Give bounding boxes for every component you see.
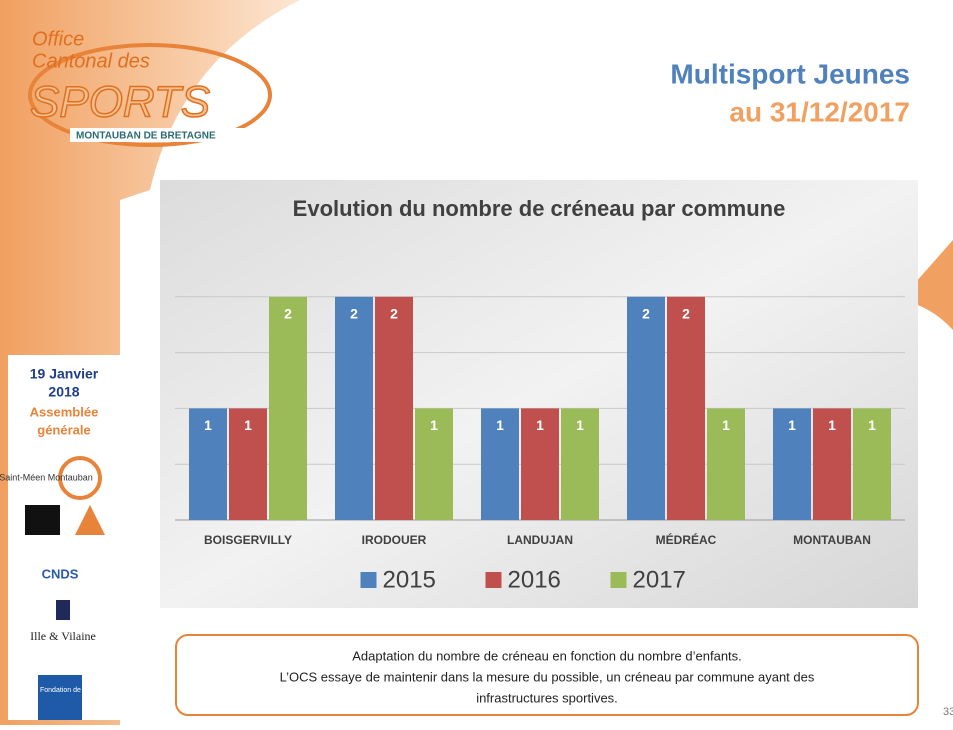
logo-bretagne — [25, 505, 60, 535]
legend-swatch — [360, 572, 377, 588]
bar — [415, 408, 453, 520]
note-line: infrastructures sportives. — [476, 690, 618, 705]
data-label: 1 — [430, 417, 438, 433]
x-tick-label: LANDUJAN — [507, 533, 573, 547]
bar — [813, 408, 851, 520]
data-label: 2 — [284, 306, 292, 322]
logo-fondation — [38, 675, 82, 720]
x-tick-label: MONTAUBAN — [793, 533, 871, 547]
corner-swoosh — [900, 240, 953, 330]
sidebar-logo: Fondation de France — [40, 687, 105, 694]
bar — [773, 408, 811, 520]
logo-text: MONTAUBAN DE BRETAGNE — [76, 131, 216, 142]
data-label: 1 — [204, 417, 212, 433]
bar — [561, 408, 599, 520]
note-line: L’OCS essaye de maintenir dans la mesure… — [280, 669, 815, 684]
bar — [269, 296, 307, 520]
slide-subtitle: au 31/12/2017 — [729, 96, 910, 127]
logo-circle — [58, 456, 102, 500]
logo-text: SPORTS — [30, 78, 210, 127]
legend-label: 2016 — [508, 566, 561, 593]
bar — [189, 408, 227, 520]
data-label: 1 — [868, 417, 876, 433]
data-label: 1 — [244, 417, 252, 433]
page-number: 33 — [943, 706, 953, 718]
bar — [375, 296, 413, 520]
data-label: 1 — [788, 417, 796, 433]
legend-label: 2015 — [383, 566, 436, 593]
bar — [229, 408, 267, 520]
x-tick-label: BOISGERVILLY — [204, 533, 292, 547]
bar — [667, 296, 705, 520]
logo-mark — [56, 600, 70, 620]
sidebar-logo: Ille & Vilaine — [30, 629, 96, 643]
data-label: 2 — [390, 306, 398, 322]
sidebar-logo: CNDS — [42, 566, 79, 581]
logo-strip — [70, 128, 260, 142]
data-label: 2 — [350, 306, 358, 322]
sidebar-date: 19 Janvier — [30, 366, 99, 382]
data-label: 1 — [496, 417, 504, 433]
sidebar-date: 2018 — [48, 384, 79, 400]
sidebar-event: Assemblée — [30, 404, 99, 419]
bar — [707, 408, 745, 520]
legend-label: 2017 — [633, 566, 686, 593]
legend-swatch — [485, 572, 502, 588]
bar — [627, 296, 665, 520]
data-label: 2 — [682, 306, 690, 322]
bar — [853, 408, 891, 520]
sidebar-panel — [8, 355, 120, 720]
chart-title: Evolution du nombre de créneau par commu… — [293, 196, 786, 221]
x-tick-label: MÉDRÉAC — [656, 532, 717, 547]
slide-title: Multisport Jeunes — [670, 58, 910, 89]
logo-star — [75, 505, 105, 535]
sidebar-logo: Saint-Méen Montauban — [0, 472, 93, 482]
data-label: 2 — [642, 306, 650, 322]
bar — [521, 408, 559, 520]
bar — [335, 296, 373, 520]
note-line: Adaptation du nombre de créneau en fonct… — [352, 648, 742, 663]
sidebar-event: générale — [37, 422, 90, 437]
data-label: 1 — [828, 417, 836, 433]
logo-text: Office — [32, 28, 84, 50]
bar — [481, 408, 519, 520]
legend-swatch — [610, 572, 627, 588]
x-tick-label: IRODOUER — [362, 533, 427, 547]
data-label: 1 — [576, 417, 584, 433]
data-label: 1 — [536, 417, 544, 433]
data-label: 1 — [722, 417, 730, 433]
logo-text: Cantonal des — [32, 50, 150, 72]
note-box — [175, 634, 919, 716]
logo-ring — [28, 43, 272, 147]
chart: BOISGERVILLY 1 1 2 IRODOUER 2 2 1 LANDUJAN 1 1 1 MÉD… — [175, 296, 905, 593]
